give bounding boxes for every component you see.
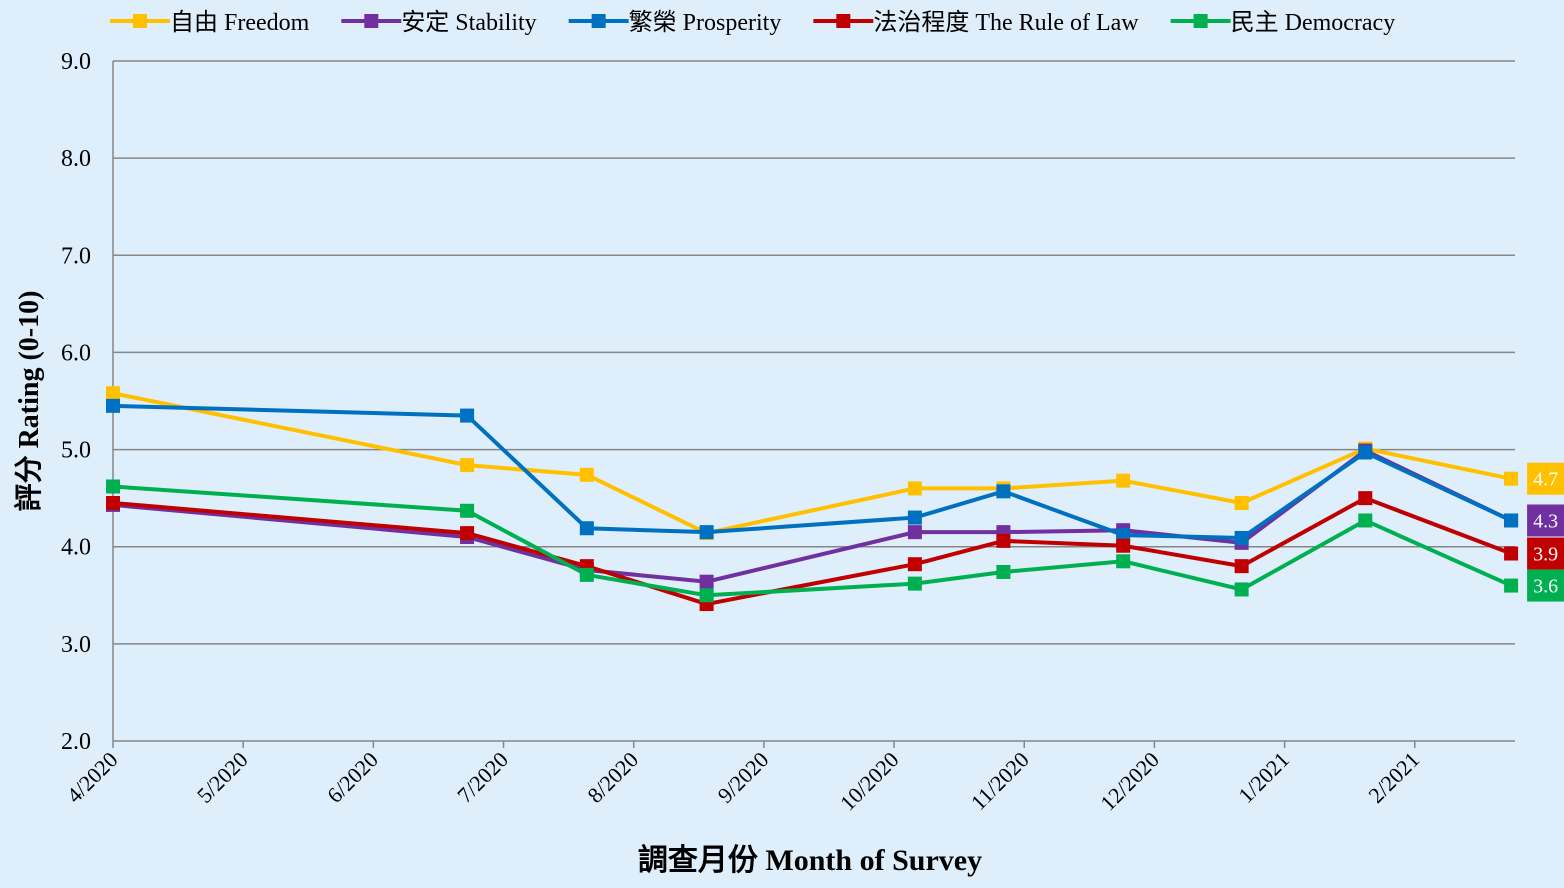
value-label-box [1527,462,1564,495]
value-label: 3.6 [1533,576,1558,598]
y-tick-label: 7.0 [61,243,91,269]
point [1234,559,1249,574]
point [996,484,1011,499]
point [907,525,922,540]
x-axis-title: 調查月份 Month of Survey [638,844,982,877]
point [106,479,120,494]
point [460,458,475,473]
y-tick-label: 5.0 [61,438,91,464]
legend-swatch [836,14,851,28]
point [106,398,120,413]
point [699,525,714,540]
legend: 自由 Freedom 安定 Stability 繁榮 Prosperity 法治程度 … [110,9,1395,36]
point [460,526,475,541]
point [106,496,120,510]
legend-label: 自由 Freedom [170,9,310,36]
point [1504,513,1519,528]
point [907,481,922,496]
point [907,576,922,591]
point [699,588,714,603]
point [1504,546,1519,561]
point [1504,578,1519,593]
point [1116,554,1131,569]
point [1358,445,1373,460]
legend-label: 法治程度 The Rule of Law [873,9,1139,36]
point [1234,530,1249,545]
point [1358,513,1373,528]
point [1504,471,1519,486]
y-tick-label: 2.0 [61,729,91,755]
point [1116,473,1131,488]
series-line [112,484,1512,598]
point [907,557,922,572]
point [1234,582,1249,597]
point [1358,491,1373,506]
point [1116,528,1131,543]
y-tick-label: 4.0 [61,535,91,561]
point [460,408,475,423]
value-label: 4.3 [1533,510,1558,532]
legend-swatch [591,14,606,28]
point [106,386,120,401]
legend-swatch [364,14,379,28]
legend-swatch [133,14,147,28]
value-label: 4.7 [1533,469,1558,491]
y-tick-label: 6.0 [61,340,91,366]
y-tick-label: 8.0 [61,146,91,172]
series-line [112,495,1512,607]
legend-label: 安定 Stability [401,9,536,36]
value-label: 3.9 [1533,544,1558,566]
value-label-box [1527,504,1564,537]
point [1116,538,1131,553]
value-label-box [1527,537,1564,570]
y-tick-label: 3.0 [61,632,91,658]
point [1234,496,1249,510]
point [907,510,922,525]
point [579,521,594,536]
point [996,564,1011,579]
legend-swatch [1193,14,1208,28]
legend-label: 繁榮 Prosperity [629,9,782,36]
legend-label: 民主 Democracy [1231,9,1396,36]
point [996,533,1011,548]
value-label-box [1527,569,1564,602]
point [579,567,594,582]
point [460,503,475,518]
y-tick-label: 9.0 [61,49,91,75]
point [699,574,714,589]
y-axis-title: 評分 Rating (0-10) [12,291,45,512]
point [579,467,594,482]
series-line [112,403,1512,540]
